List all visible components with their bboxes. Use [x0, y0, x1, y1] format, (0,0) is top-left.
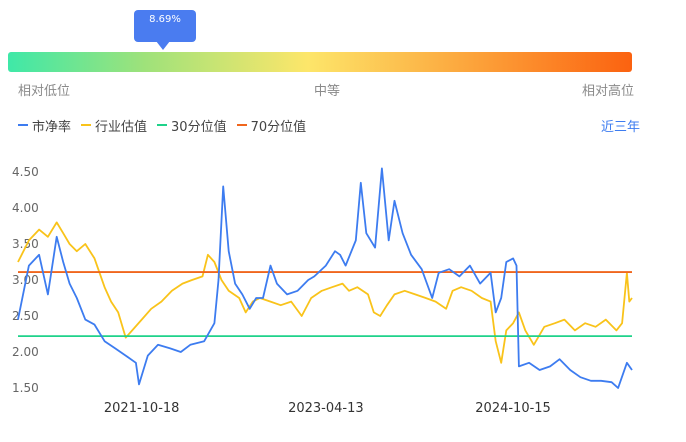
x-axis-ticks: 2021-10-18 2023-04-13 2024-10-15: [104, 401, 551, 416]
legend-item-industry[interactable]: 行业估值: [81, 116, 147, 135]
y-tick-label: 1.50: [12, 381, 39, 395]
legend-item-p30[interactable]: 30分位值: [157, 116, 227, 135]
y-tick-label: 2.50: [12, 309, 39, 323]
x-tick-label: 2024-10-15: [475, 401, 551, 416]
industry-line: [17, 221, 633, 364]
legend-label-p70: 70分位值: [250, 119, 307, 135]
percentile-gauge-bar: [8, 52, 632, 72]
y-tick-label: 4.00: [12, 201, 39, 215]
tooltip-arrow-icon: [156, 41, 170, 50]
scale-mid-label: 中等: [314, 84, 341, 99]
legend-item-p70[interactable]: 70分位值: [236, 116, 307, 135]
legend-swatch-industry: [81, 124, 92, 126]
y-tick-label: 3.50: [12, 237, 39, 251]
y-axis-ticks: 4.504.003.503.002.502.001.50: [12, 165, 39, 395]
legend-label-industry: 行业估值: [95, 119, 148, 135]
scale-low-label: 相对低位: [18, 84, 71, 99]
legend-swatch-pb: [18, 124, 28, 126]
scale-high-label: 相对高位: [582, 84, 635, 99]
percentile-tooltip: 8.69%: [134, 10, 196, 42]
y-tick-label: 2.00: [12, 345, 39, 359]
legend-label-p30: 30分位值: [171, 119, 227, 135]
legend-item-pb[interactable]: 市净率: [18, 116, 71, 135]
percentile-value: 8.69%: [149, 14, 181, 25]
series-lines: [17, 167, 633, 389]
legend-label-pb: 市净率: [32, 119, 72, 135]
period-selector[interactable]: 近三年: [600, 120, 640, 135]
legend-swatch-p30: [157, 124, 168, 126]
chart-legend: 市净率 行业估值 30分位值 70分位值: [18, 116, 316, 135]
legend-swatch-p70: [236, 124, 247, 126]
y-tick-label: 4.50: [12, 165, 39, 179]
pb-line: [17, 167, 633, 389]
x-tick-label: 2021-10-18: [104, 401, 180, 416]
x-tick-label: 2023-04-13: [288, 401, 364, 416]
